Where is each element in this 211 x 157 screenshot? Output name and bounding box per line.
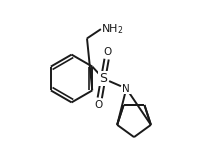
Text: S: S xyxy=(99,72,107,85)
Text: N: N xyxy=(122,84,130,94)
Text: NH$_2$: NH$_2$ xyxy=(101,22,123,36)
Text: O: O xyxy=(104,47,112,57)
Text: O: O xyxy=(95,100,103,110)
